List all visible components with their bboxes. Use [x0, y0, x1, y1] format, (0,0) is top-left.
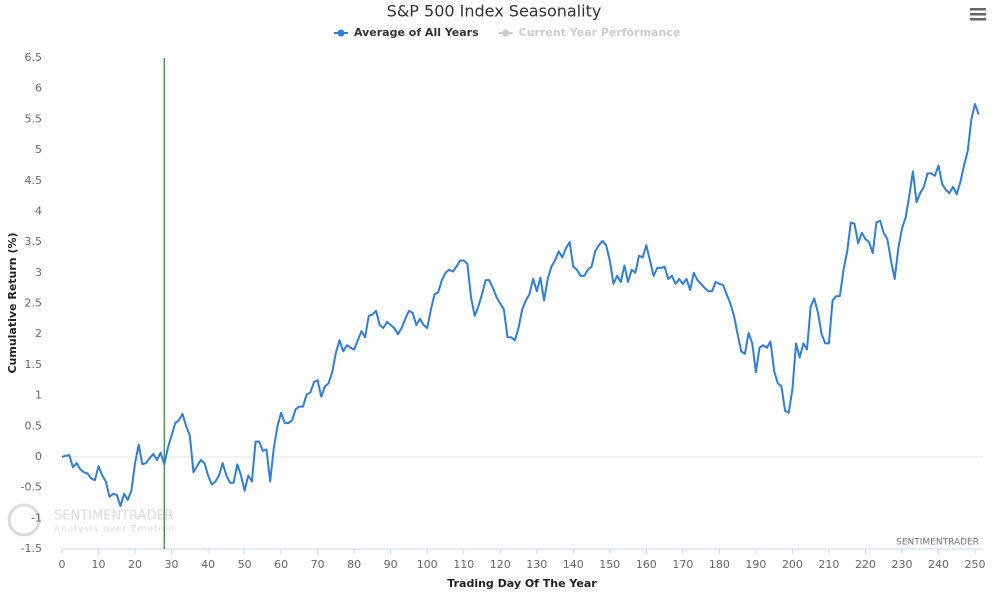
x-tick-label: 170 [672, 558, 693, 571]
x-tick-label: 180 [709, 558, 730, 571]
y-tick-label: 4.5 [25, 174, 43, 187]
x-tick-label: 230 [891, 558, 912, 571]
menu-bar [970, 13, 986, 16]
y-tick-label: -0.5 [21, 481, 42, 494]
x-tick-label: 60 [274, 558, 288, 571]
menu-bar [970, 8, 986, 11]
x-tick-label: 190 [745, 558, 766, 571]
series-line [61, 103, 980, 508]
y-axis-title: Cumulative Return (%) [6, 232, 19, 373]
y-tick-label: 3 [35, 266, 42, 279]
watermark-tagline: Analysis over Emotion [54, 525, 175, 535]
y-tick-label: 6.5 [25, 51, 43, 64]
x-tick-label: 80 [347, 558, 361, 571]
chart-title: S&P 500 Index Seasonality [387, 2, 602, 21]
menu-button[interactable] [970, 8, 986, 21]
y-tick-label: 1 [35, 389, 42, 402]
y-tick-label: 5 [35, 143, 42, 156]
x-tick-label: 100 [417, 558, 438, 571]
x-tick-label: 40 [201, 558, 215, 571]
y-tick-label: 2 [35, 327, 42, 340]
x-axis-title: Trading Day Of The Year [447, 577, 597, 590]
legend-item[interactable]: Current Year Performance [498, 26, 681, 39]
y-tick-label: 0 [35, 450, 42, 463]
x-tick-label: 150 [599, 558, 620, 571]
x-tick-label: 250 [965, 558, 986, 571]
legend-item[interactable]: Average of All Years [334, 26, 479, 39]
y-tick-label: 6 [35, 82, 42, 95]
y-tick-label: -1 [31, 511, 42, 524]
legend-dot [502, 29, 510, 37]
watermark: SENTIMENTRADER Analysis over Emotion [7, 503, 175, 537]
x-tick-label: 210 [818, 558, 839, 571]
x-tick-label: 70 [311, 558, 325, 571]
credits: SENTIMENTRADER [896, 538, 979, 548]
x-tick-label: 10 [92, 558, 106, 571]
y-tick-label: 5.5 [25, 112, 43, 125]
x-tick-label: 160 [636, 558, 657, 571]
menu-bar [970, 18, 986, 21]
x-tick-label: 140 [563, 558, 584, 571]
x-tick-label: 30 [165, 558, 179, 571]
x-tick-label: 90 [384, 558, 398, 571]
watermark-name: SENTIMENTRADER [54, 509, 174, 524]
x-tick-label: 220 [855, 558, 876, 571]
legend-label: Current Year Performance [519, 26, 681, 39]
y-tick-label: 0.5 [25, 419, 43, 432]
watermark-logo [7, 503, 41, 537]
legend-label: Average of All Years [354, 26, 479, 39]
x-tick-label: 240 [928, 558, 949, 571]
x-tick-label: 200 [782, 558, 803, 571]
y-tick-label: 4 [35, 204, 42, 217]
y-tick-label: 3.5 [25, 235, 43, 248]
x-tick-label: 110 [453, 558, 474, 571]
x-tick-label: 0 [59, 558, 66, 571]
x-tick-label: 120 [490, 558, 511, 571]
x-tick-label: 130 [526, 558, 547, 571]
legend-dot [337, 29, 345, 37]
y-tick-label: 2.5 [25, 297, 43, 310]
y-tick-label: 1.5 [25, 358, 43, 371]
y-tick-label: -1.5 [21, 542, 42, 555]
x-tick-label: 50 [238, 558, 252, 571]
x-tick-label: 20 [128, 558, 142, 571]
